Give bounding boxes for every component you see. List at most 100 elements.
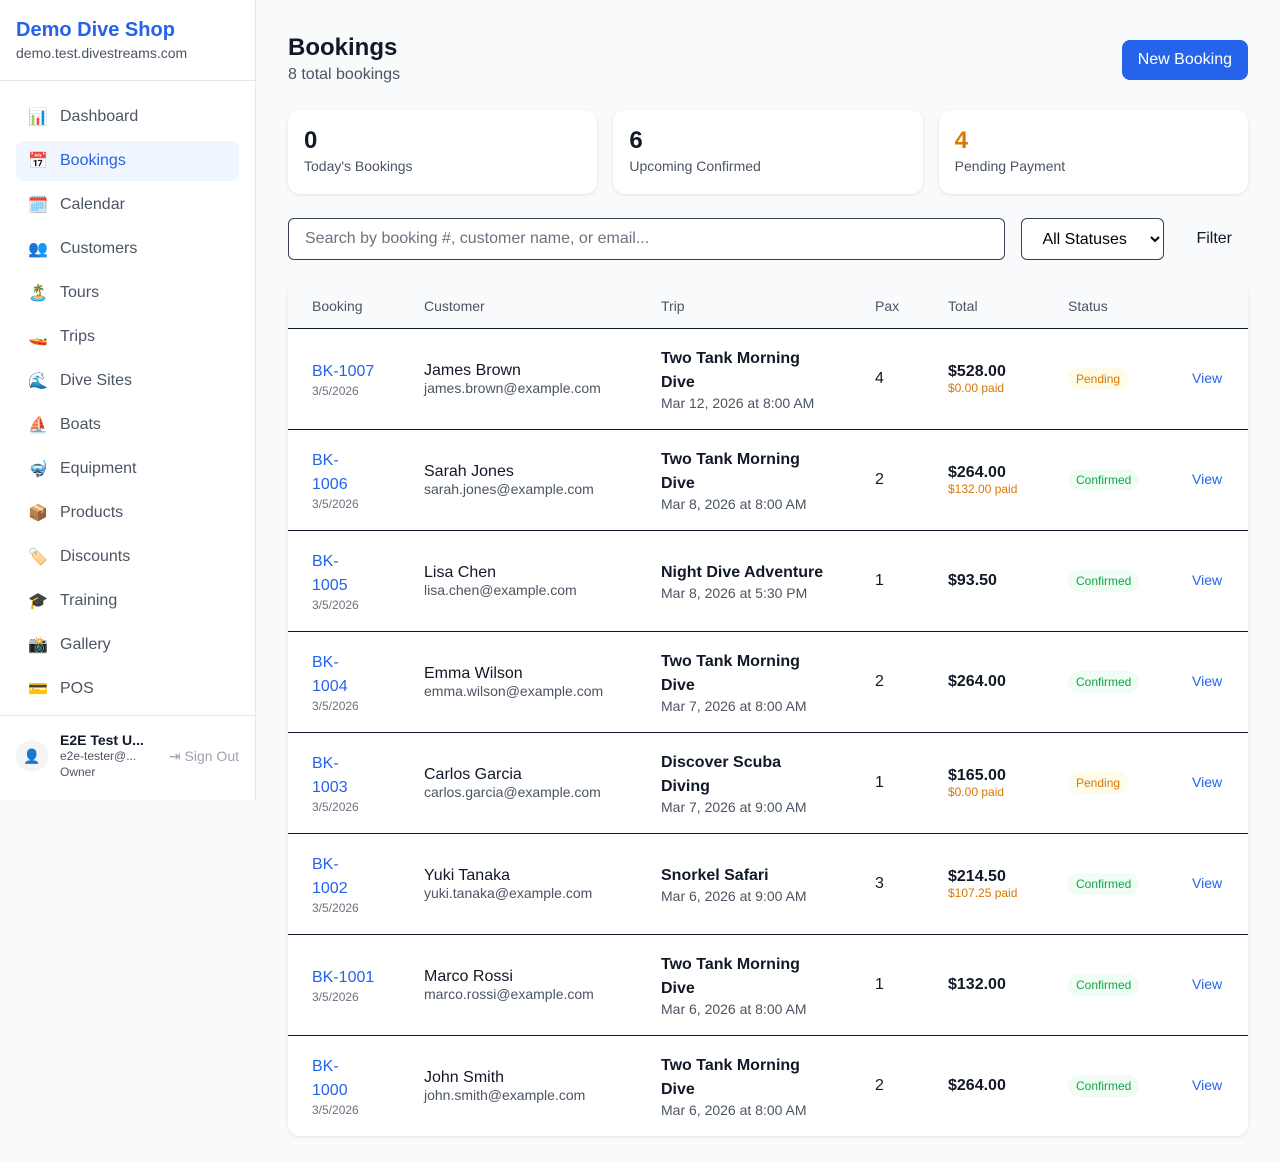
pax: 1 bbox=[851, 934, 924, 1036]
trip-name: Two Tank Morning Dive bbox=[661, 450, 800, 492]
sidebar-item-pos[interactable]: 💳 POS bbox=[16, 669, 239, 709]
dashboard-icon: 📊 bbox=[28, 109, 48, 126]
customer-name: Marco Rossi bbox=[424, 967, 513, 985]
trip-date: Mar 7, 2026 at 9:00 AM bbox=[661, 798, 807, 815]
pax: 1 bbox=[851, 732, 924, 834]
paid-amount: $0.00 paid bbox=[948, 784, 1005, 799]
sidebar-item-equipment[interactable]: 🤿 Equipment bbox=[16, 449, 239, 489]
view-link[interactable]: View bbox=[1192, 369, 1223, 386]
sidebar-item-tours[interactable]: 🏝️ Tours bbox=[16, 273, 239, 313]
booking-link[interactable]: BK-1004 bbox=[312, 653, 348, 695]
total: $214.50 bbox=[948, 867, 1006, 885]
shop-name[interactable]: Demo Dive Shop bbox=[16, 19, 175, 41]
products-icon: 📦 bbox=[28, 505, 48, 522]
sign-out-button[interactable]: ⇥ Sign Out bbox=[169, 748, 239, 765]
total: $165.00 bbox=[948, 766, 1006, 784]
sidebar-item-discounts[interactable]: 🏷️ Discounts bbox=[16, 537, 239, 577]
booking-date: 3/5/2026 bbox=[312, 1102, 359, 1117]
discounts-icon: 🏷️ bbox=[28, 549, 48, 566]
sidebar-item-bookings[interactable]: 📅 Bookings bbox=[16, 141, 239, 181]
sidebar-item-trips[interactable]: 🚤 Trips bbox=[16, 317, 239, 357]
status-badge: Pending bbox=[1068, 771, 1129, 794]
sidebar-item-label: Calendar bbox=[60, 196, 125, 213]
column-header: Status bbox=[1044, 284, 1168, 329]
bookings-table: Booking Customer Trip Pax Total Status BK-100… bbox=[288, 284, 1248, 1136]
status-badge: Confirmed bbox=[1068, 872, 1140, 895]
customer-name: Emma Wilson bbox=[424, 664, 523, 682]
sidebar-nav: 📊 Dashboard 📅 Bookings 🗓️ Calendar 👥 Customers 🏝… bbox=[0, 81, 255, 709]
sidebar-item-label: Dashboard bbox=[60, 108, 139, 125]
customer-email: yuki.tanaka@example.com bbox=[424, 884, 593, 901]
pax: 2 bbox=[851, 631, 924, 733]
view-link[interactable]: View bbox=[1192, 773, 1223, 790]
customer-email: james.brown@example.com bbox=[424, 379, 601, 396]
sidebar-item-products[interactable]: 📦 Products bbox=[16, 493, 239, 533]
sidebar-item-calendar[interactable]: 🗓️ Calendar bbox=[16, 185, 239, 225]
trip-name: Two Tank Morning Dive bbox=[661, 652, 800, 694]
trips-icon: 🚤 bbox=[28, 329, 48, 346]
new-booking-button[interactable]: New Booking bbox=[1121, 40, 1248, 80]
sign-out-icon: ⇥ bbox=[168, 747, 185, 764]
customer-email: carlos.garcia@example.com bbox=[424, 783, 601, 800]
view-link[interactable]: View bbox=[1192, 975, 1223, 992]
sidebar-item-gallery[interactable]: 📸 Gallery bbox=[16, 625, 239, 665]
status-badge: Confirmed bbox=[1068, 1074, 1140, 1097]
booking-link[interactable]: BK-1005 bbox=[312, 552, 348, 594]
filters: All Statuses Filter bbox=[288, 218, 1248, 260]
booking-link[interactable]: BK-1001 bbox=[312, 968, 375, 986]
table-row: BK-1004 3/5/2026 Emma Wilson emma.wilson@e… bbox=[288, 631, 1248, 733]
total: $528.00 bbox=[948, 362, 1006, 380]
sidebar-item-label: Tours bbox=[60, 284, 100, 301]
status-badge: Confirmed bbox=[1068, 569, 1140, 592]
trip-name: Night Dive Adventure bbox=[661, 563, 824, 581]
customer-email: john.smith@example.com bbox=[424, 1086, 586, 1103]
trip-date: Mar 8, 2026 at 8:00 AM bbox=[661, 495, 807, 512]
pax: 2 bbox=[875, 1076, 884, 1094]
booking-link[interactable]: BK-1006 bbox=[312, 451, 348, 493]
total: $132.00 bbox=[948, 975, 1006, 993]
stat-card: 6 Upcoming Confirmed bbox=[613, 110, 923, 194]
total: $93.50 bbox=[948, 571, 997, 589]
filter-button[interactable]: Filter bbox=[1180, 230, 1248, 248]
booking-link[interactable]: BK-1002 bbox=[312, 855, 348, 897]
trip-date: Mar 8, 2026 at 5:30 PM bbox=[661, 584, 808, 601]
booking-link[interactable]: BK-1007 bbox=[312, 362, 375, 380]
customer-name: Carlos Garcia bbox=[424, 765, 522, 783]
trip-date: Mar 6, 2026 at 9:00 AM bbox=[661, 887, 807, 904]
customer-email: emma.wilson@example.com bbox=[424, 682, 604, 699]
shop-domain: demo.test.divestreams.com bbox=[16, 45, 188, 61]
status-badge: Pending bbox=[1068, 367, 1129, 390]
pos-icon: 💳 bbox=[28, 681, 48, 698]
sidebar-item-label: POS bbox=[60, 680, 94, 697]
view-link[interactable]: View bbox=[1192, 672, 1223, 689]
booking-link[interactable]: BK-1000 bbox=[312, 1057, 348, 1099]
sidebar-item-label: Customers bbox=[60, 240, 138, 257]
customers-icon: 👥 bbox=[28, 241, 48, 258]
view-link[interactable]: View bbox=[1192, 1076, 1223, 1093]
sidebar-item-boats[interactable]: ⛵ Boats bbox=[16, 405, 239, 445]
column-header: Customer bbox=[400, 284, 637, 329]
booking-link[interactable]: BK-1003 bbox=[312, 754, 348, 796]
status-select[interactable]: All Statuses bbox=[1021, 218, 1165, 260]
view-link[interactable]: View bbox=[1192, 874, 1223, 891]
customer-email: marco.rossi@example.com bbox=[424, 985, 594, 1002]
view-link[interactable]: View bbox=[1192, 571, 1223, 588]
trip-name: Snorkel Safari bbox=[661, 866, 769, 884]
stat-value: 0 bbox=[304, 127, 318, 154]
sidebar-item-label: Bookings bbox=[60, 152, 126, 169]
sidebar-item-customers[interactable]: 👥 Customers bbox=[16, 229, 239, 269]
view-link[interactable]: View bbox=[1192, 470, 1223, 487]
sidebar-item-dive-sites[interactable]: 🌊 Dive Sites bbox=[16, 361, 239, 401]
table-row: BK-1007 3/5/2026 James Brown james.brown@e… bbox=[288, 328, 1248, 430]
sidebar-item-label: Products bbox=[60, 504, 124, 521]
sidebar-item-label: Boats bbox=[60, 416, 101, 433]
column-header: Booking bbox=[288, 284, 400, 329]
bookings-icon: 📅 bbox=[28, 153, 48, 170]
sidebar-item-training[interactable]: 🎓 Training bbox=[16, 581, 239, 621]
search-input[interactable] bbox=[288, 218, 1006, 260]
page-subtitle: 8 total bookings bbox=[288, 66, 401, 83]
dive-sites-icon: 🌊 bbox=[28, 373, 48, 390]
equipment-icon: 🤿 bbox=[28, 461, 48, 478]
stat-value: 6 bbox=[629, 127, 643, 154]
sidebar-item-dashboard[interactable]: 📊 Dashboard bbox=[16, 97, 239, 137]
